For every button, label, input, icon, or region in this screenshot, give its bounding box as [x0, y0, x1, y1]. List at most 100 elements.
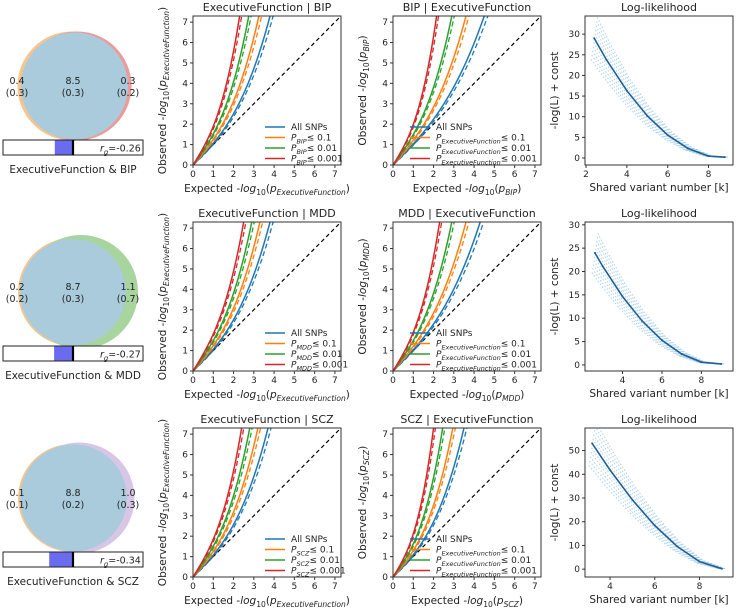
p-symbol: p — [157, 286, 169, 294]
qq-plot: BIP | ExecutiveFunction 00 1 1 2 2 3 3 4 4 5 5 6 6 7 7 A… — [357, 1, 542, 197]
legend-label-part: ≤ 0.1 — [501, 134, 526, 144]
ll-ensemble-run — [594, 29, 727, 158]
y-axis-label: -log(L) + const — [549, 258, 561, 336]
rg-label-part: r — [100, 350, 105, 361]
paren: ( — [357, 472, 369, 476]
ll-point — [700, 361, 703, 364]
x-tick-label: 7 — [332, 170, 338, 180]
axes-frame — [584, 221, 734, 372]
qq-curve-dashed — [193, 16, 263, 165]
ll-point — [625, 89, 628, 92]
qq-plot: ExecutiveFunction | SCZ 00 1 1 2 2 3 3 4 4 5 5 6 6 7 7 A… — [157, 413, 350, 609]
venn-shared-area — [21, 32, 128, 140]
venn-shared-value: 8.7 — [65, 282, 80, 293]
p-subscript: ExecutiveFunction — [162, 217, 171, 286]
x-tick-label: 2 — [231, 582, 237, 592]
legend-label-part: P — [291, 134, 297, 144]
paren: ( — [494, 183, 498, 195]
venn-diagram: 0.2(0.2) 8.7(0.3) 1.1(0.7) rg=-0.27 Executiv… — [2, 235, 144, 382]
legend-label: All SNPs — [436, 123, 473, 133]
ll-point — [621, 295, 624, 298]
y-tick-label: 4 — [182, 491, 188, 501]
ll-ensemble-run — [593, 434, 724, 570]
ll-ensemble-run — [593, 429, 724, 570]
legend-label-part: P — [436, 155, 442, 165]
rg-label-part: r — [100, 144, 105, 155]
paren: ( — [157, 293, 169, 297]
x-tick-label: 6 — [512, 376, 518, 386]
x-axis-label-part: 10 — [485, 188, 495, 197]
rg-label-part: g — [104, 149, 109, 157]
y-axis-label-part: log — [357, 72, 369, 88]
y-tick-label: 5 — [382, 471, 388, 481]
legend-label: All SNPs — [291, 329, 328, 339]
y-axis-label-part: 10 — [162, 297, 171, 307]
x-tick-label: 2 — [231, 170, 237, 180]
ll-point — [720, 567, 723, 570]
y-tick-label: 2 — [182, 120, 188, 130]
axes-frame — [192, 221, 342, 372]
venn-shared-sd: (0.3) — [62, 294, 85, 305]
rg-label-part: =-0.34 — [108, 556, 141, 567]
legend-label-part: ExecutiveFunction — [441, 354, 500, 362]
qq-curve-dashed — [193, 16, 243, 165]
p-subscript: MDD — [362, 242, 371, 260]
y-tick-label: 7 — [182, 18, 188, 28]
x-axis-label-part: Expected - — [184, 183, 240, 195]
ll-point — [676, 545, 679, 548]
paren: ) — [357, 446, 369, 450]
y-tick-label: 2 — [182, 532, 188, 542]
loglik-plot: Log-likelihood 2 4 6 8 0 5 10 15 20 25 30 Shared var… — [549, 1, 734, 194]
legend-label-part: P — [436, 567, 442, 577]
venn-left-value: 0.1 — [9, 488, 24, 499]
y-tick-label: 25 — [569, 244, 580, 254]
x-tick-label: 7 — [532, 582, 538, 592]
paren: ( — [357, 267, 369, 271]
ll-mean-curve — [593, 37, 725, 158]
legend-label-part: ≤ 0.01 — [312, 350, 342, 360]
p-symbol: p — [498, 183, 506, 195]
legend-label-part: ≤ 0.001 — [501, 361, 537, 371]
x-tick-label: 4 — [471, 376, 477, 386]
legend-label: PExecutiveFunction≤ 0.001 — [436, 361, 537, 373]
y-axis-label-part: Observed - — [357, 88, 369, 146]
qq-curve-dashed — [393, 222, 485, 371]
qq-curve — [193, 222, 245, 371]
y-axis-label: -log(L) + const — [549, 464, 561, 542]
legend-label-part: ≤ 0.01 — [501, 556, 531, 566]
y-tick-label: 50 — [569, 447, 581, 457]
y-tick-label: 30 — [569, 494, 581, 504]
x-axis-label-part: log — [469, 183, 485, 195]
y-tick-label: 1 — [382, 141, 388, 151]
y-tick-label: 2 — [382, 326, 388, 336]
y-tick-label: 25 — [569, 51, 580, 61]
ll-ensemble-run — [597, 232, 725, 365]
qq-curve-dashed — [193, 428, 272, 577]
legend-label: All SNPs — [436, 329, 473, 339]
p-symbol: p — [357, 260, 369, 268]
y-tick-label: 0 — [574, 565, 580, 575]
ll-ensemble-run — [593, 42, 725, 158]
ll-ensemble-run — [595, 428, 725, 570]
y-axis-label-part: 10 — [162, 503, 171, 513]
qq-curve — [193, 16, 250, 165]
ll-point — [723, 156, 726, 159]
qq-curve — [193, 222, 261, 371]
x-tick-label: 0 — [190, 170, 196, 180]
y-tick-label: 5 — [182, 59, 188, 69]
plot-area — [590, 17, 728, 159]
axes-frame — [192, 427, 342, 578]
legend-label-part: P — [436, 546, 442, 556]
qq-curve — [393, 428, 435, 577]
qq-curve — [193, 428, 269, 577]
paren: ) — [346, 389, 350, 401]
legend-label: PSCZ≤ 0.1 — [291, 546, 334, 558]
venn-diagram: 0.4(0.3)8.5(0.3)0.3(0.2)rg=-0.26Executiv… — [2, 31, 144, 176]
paren: ) — [517, 183, 521, 195]
y-tick-label: 4 — [382, 285, 388, 295]
y-tick-label: 1 — [182, 553, 188, 563]
legend-label-part: ≤ 0.1 — [307, 134, 332, 144]
qq-curve — [393, 222, 453, 371]
y-tick-label: 2 — [382, 532, 388, 542]
y-tick-label: 5 — [574, 338, 580, 348]
